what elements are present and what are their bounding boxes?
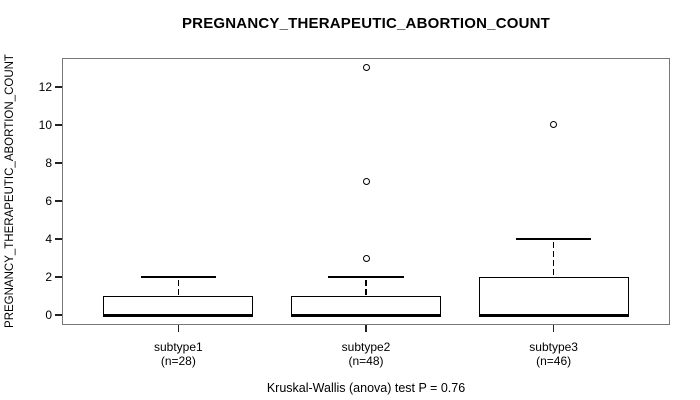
x-axis-tick [177, 325, 180, 332]
upper-whisker-line [552, 239, 555, 278]
median-line [290, 313, 442, 317]
outlier-point [362, 178, 370, 186]
median-line [478, 313, 629, 317]
box [290, 296, 442, 316]
group-label: subtype2 (n=48) [286, 340, 446, 368]
y-axis-tick-label: 12 [38, 79, 52, 94]
outlier-point [362, 64, 370, 72]
y-axis-tick [55, 276, 62, 278]
upper-whisker-line [177, 277, 180, 297]
y-axis-label: PREGNANCY_THERAPEUTIC_ABORTION_COUNT [4, 54, 16, 328]
upper-whisker-cap [516, 238, 592, 240]
upper-whisker-cap [140, 276, 216, 278]
y-axis-tick [55, 162, 62, 164]
y-axis-tick [55, 238, 62, 240]
group-label-name: subtype3 [529, 340, 578, 354]
chart-title: PREGNANCY_THERAPEUTIC_ABORTION_COUNT [181, 15, 551, 32]
group-label-count: (n=48) [348, 353, 384, 368]
y-axis-tick [55, 124, 62, 126]
group-label-count: (n=46) [536, 353, 572, 368]
outlier-point [362, 254, 370, 262]
y-axis-tick [55, 86, 62, 88]
upper-whisker-cap [328, 276, 404, 278]
y-axis-tick-label: 0 [45, 308, 52, 323]
group-label: subtype1 (n=28) [98, 340, 258, 368]
y-axis-tick-label: 2 [45, 270, 52, 285]
group-label-count: (n=28) [160, 353, 196, 368]
box [103, 296, 254, 316]
y-axis-tick-label: 8 [45, 155, 52, 170]
group-label: subtype3 (n=46) [474, 340, 634, 368]
upper-whisker-line [365, 277, 367, 297]
y-axis-tick-label: 4 [45, 232, 52, 247]
y-axis-tick-label: 10 [38, 117, 52, 132]
statistical-test-footer: Kruskal-Wallis (anova) test P = 0.76 [266, 381, 466, 395]
y-axis-tick [55, 200, 62, 202]
x-axis-tick [552, 325, 555, 332]
median-line [103, 313, 254, 317]
group-label-name: subtype2 [341, 340, 391, 354]
x-axis-tick [365, 325, 367, 332]
y-axis-tick-label: 6 [45, 194, 52, 208]
y-axis-tick [55, 314, 62, 316]
group-label-name: subtype1 [153, 340, 203, 354]
outlier-point [550, 121, 558, 129]
box [478, 277, 629, 316]
